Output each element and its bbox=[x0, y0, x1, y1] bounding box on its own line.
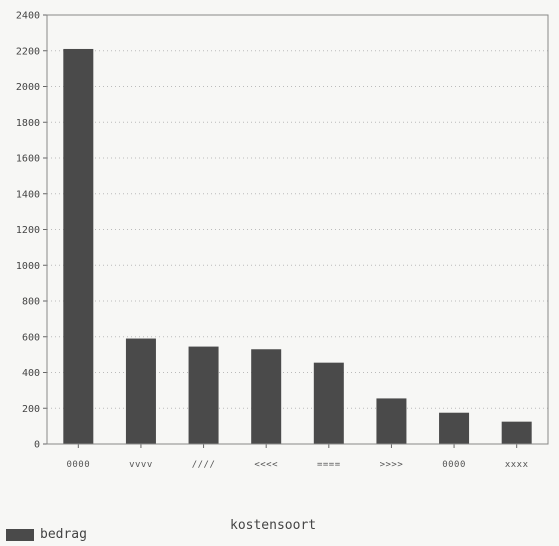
legend-swatch bbox=[6, 528, 34, 541]
x-tick-label: 0000 bbox=[442, 460, 466, 470]
y-tick-label: 1800 bbox=[16, 118, 40, 129]
x-axis-ticks: 0000 vvvv //// <<<< ==== >>>> 0000 xxxx bbox=[66, 444, 528, 470]
y-tick-label: 1600 bbox=[16, 154, 40, 165]
bar bbox=[188, 346, 219, 444]
bar bbox=[313, 362, 344, 444]
bar bbox=[376, 398, 407, 444]
bar bbox=[125, 338, 156, 444]
y-tick-label: 2200 bbox=[16, 46, 40, 57]
x-tick-label: <<<< bbox=[254, 460, 278, 470]
y-tick-label: 0 bbox=[34, 440, 40, 451]
x-tick-label: 0000 bbox=[66, 460, 90, 470]
x-tick-label: vvvv bbox=[129, 460, 153, 470]
legend-label: bedrag bbox=[40, 527, 87, 542]
x-axis-title: kostensoort bbox=[230, 518, 317, 533]
x-tick-label: xxxx bbox=[505, 460, 529, 470]
bar bbox=[439, 412, 470, 444]
legend: bedrag bbox=[6, 527, 87, 542]
x-tick-label: //// bbox=[192, 460, 216, 470]
y-tick-label: 800 bbox=[22, 297, 40, 308]
y-tick-label: 400 bbox=[22, 368, 40, 379]
grid-lines bbox=[47, 50, 548, 409]
y-tick-label: 200 bbox=[22, 404, 40, 415]
bars bbox=[63, 48, 532, 445]
y-tick-label: 1200 bbox=[16, 225, 40, 236]
y-tick-label: 2400 bbox=[16, 11, 40, 22]
bar bbox=[251, 349, 282, 444]
y-tick-label: 2000 bbox=[16, 82, 40, 93]
y-tick-label: 1400 bbox=[16, 189, 40, 200]
y-tick-label: 600 bbox=[22, 332, 40, 343]
x-tick-label: ==== bbox=[317, 460, 341, 470]
plot-frame bbox=[46, 14, 549, 445]
y-tick-label: 1000 bbox=[16, 261, 40, 272]
bar bbox=[501, 421, 532, 444]
x-tick-label: >>>> bbox=[380, 460, 404, 470]
bar bbox=[63, 48, 94, 445]
y-axis-ticks: 0 200 400 600 800 1000 1200 1400 1600 1800 2000 220… bbox=[16, 11, 47, 451]
